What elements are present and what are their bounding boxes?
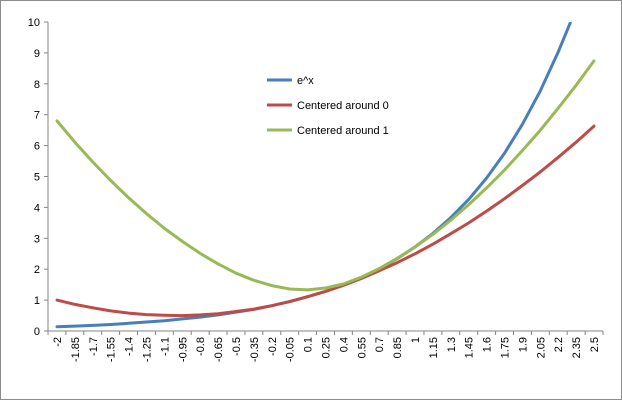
plot-area (55, 22, 596, 329)
y-tick-label: 4 (34, 202, 40, 214)
y-tick-label: 3 (34, 233, 40, 245)
y-tick-label: 10 (28, 17, 40, 29)
x-tick-label: -0.95 (177, 337, 189, 362)
legend-item: e^x (267, 75, 314, 87)
x-tick-label: -0.5 (231, 337, 243, 356)
x-tick-label: 1.45 (464, 337, 476, 358)
x-tick-label: -1.55 (106, 337, 118, 362)
x-tick-label: -1.85 (70, 337, 82, 362)
x-tick-label: 1.9 (517, 337, 529, 352)
y-tick-label: 2 (34, 264, 40, 276)
x-tick-label: 0.1 (303, 337, 315, 352)
y-tick-label: 1 (34, 295, 40, 307)
x-tick-label: 2.5 (589, 337, 601, 352)
legend-label: e^x (297, 75, 314, 87)
x-tick-label: 2.35 (571, 337, 583, 358)
axes: 0 1 2 3 4 5 6 7 8 9 10 -2 -1.85 -1.7 -1.55 -1.4 -1.25 -1.… (28, 17, 604, 362)
x-tick-label: 1.75 (500, 337, 512, 358)
x-tick-label: -0.05 (285, 337, 297, 362)
x-tick-label: -1.1 (159, 337, 171, 356)
x-tick-label: 0.7 (374, 337, 386, 352)
x-tick-label: -0.35 (249, 337, 261, 362)
series-line-2 (55, 124, 596, 318)
x-tick-label: -0.2 (267, 337, 279, 356)
x-tick-label: -1.4 (124, 337, 136, 356)
x-tick-label: 1.15 (428, 337, 440, 358)
x-tick-label: -0.65 (213, 337, 225, 362)
y-tick-label: 5 (34, 172, 40, 184)
y-tick-label: 8 (34, 79, 40, 91)
legend: e^x Centered around 0 Centered around 1 (267, 75, 389, 137)
legend-label: Centered around 0 (297, 100, 389, 112)
y-tick-label: 9 (34, 48, 40, 60)
x-tick-label: -2 (52, 337, 64, 347)
y-tick-label: 7 (34, 110, 40, 122)
x-tick-label: -1.7 (88, 337, 100, 356)
legend-label: Centered around 1 (297, 125, 389, 137)
x-tick-label: 1 (410, 337, 422, 343)
x-tick-label: 0.55 (356, 337, 368, 358)
legend-item: Centered around 0 (267, 100, 389, 112)
y-tick-label: 6 (34, 141, 40, 153)
x-tick-label: -0.8 (195, 337, 207, 356)
x-tick-label: -1.25 (141, 337, 153, 362)
legend-item: Centered around 1 (267, 125, 389, 137)
x-tick-label: 2.05 (535, 337, 547, 358)
y-tick-label: 0 (34, 326, 40, 338)
x-tick-label: 0.25 (321, 337, 333, 358)
x-tick-label: 0.4 (338, 337, 350, 352)
x-tick-label: 1.3 (446, 337, 458, 352)
series-line-1 (55, 22, 572, 329)
series-line-3 (55, 59, 596, 292)
x-tick-label: 1.6 (482, 337, 494, 352)
x-tick-label: 2.2 (553, 337, 565, 352)
x-tick-label: 0.85 (392, 337, 404, 358)
